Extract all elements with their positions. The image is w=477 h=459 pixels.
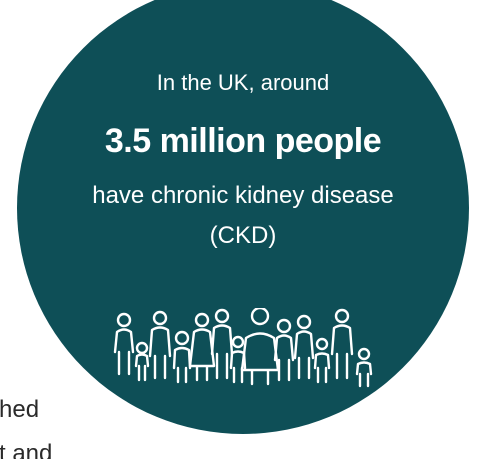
person-icon xyxy=(229,335,247,384)
person-icon xyxy=(210,308,234,380)
person-icon xyxy=(188,312,216,382)
headline-stat: 3.5 million people xyxy=(104,122,382,160)
person-icon xyxy=(134,341,150,382)
person-icon xyxy=(313,337,331,384)
intro-text: In the UK, around xyxy=(156,70,330,95)
person-icon xyxy=(240,308,280,386)
person-icon xyxy=(293,314,315,380)
person-icon xyxy=(330,308,354,380)
person-icon xyxy=(355,347,373,388)
abbreviation-text: (CKD) xyxy=(209,222,277,249)
background-text-line-2: t and xyxy=(0,440,53,459)
background-text-line-1: hed xyxy=(0,396,40,423)
person-icon xyxy=(273,318,295,382)
person-icon xyxy=(172,330,192,384)
detail-text: have chronic kidney disease xyxy=(92,182,394,209)
person-icon xyxy=(148,310,172,380)
group-of-people-icon xyxy=(113,308,373,388)
person-icon xyxy=(113,312,135,376)
